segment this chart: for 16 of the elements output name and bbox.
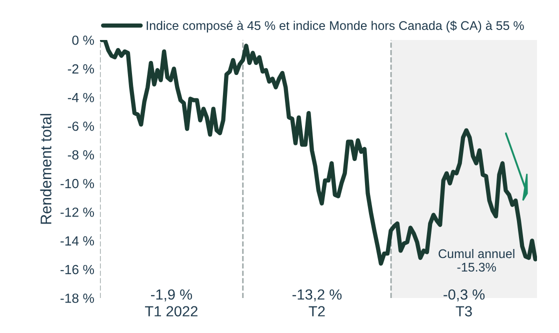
y-tick-label: -2 %	[68, 64, 94, 74]
annotation: -13,2 % T2	[292, 289, 342, 316]
y-tick-label: -14 %	[60, 236, 94, 246]
annotation: -0,3 % T3	[444, 289, 485, 316]
y-tick-label: -12 %	[60, 208, 94, 217]
y-tick-label: 0 %	[72, 36, 94, 45]
y-tick-label: -4 %	[68, 92, 94, 102]
y-tick-label: -8 %	[68, 150, 94, 160]
y-axis-title: Rendement total	[40, 114, 52, 224]
y-tick-label: -6 %	[68, 122, 94, 131]
y-tick-label: -16 %	[60, 264, 94, 274]
annotation: -1,9 % T1 2022	[145, 289, 198, 316]
y-tick-label: -18 %	[60, 294, 94, 303]
y-tick-label: -10 %	[60, 178, 94, 188]
annotation: Cumul annuel -15.3%	[438, 248, 514, 272]
legend-label: Indice composé à 45 % et indice Monde hors Canada ($ CA) à 55 %	[146, 20, 524, 32]
